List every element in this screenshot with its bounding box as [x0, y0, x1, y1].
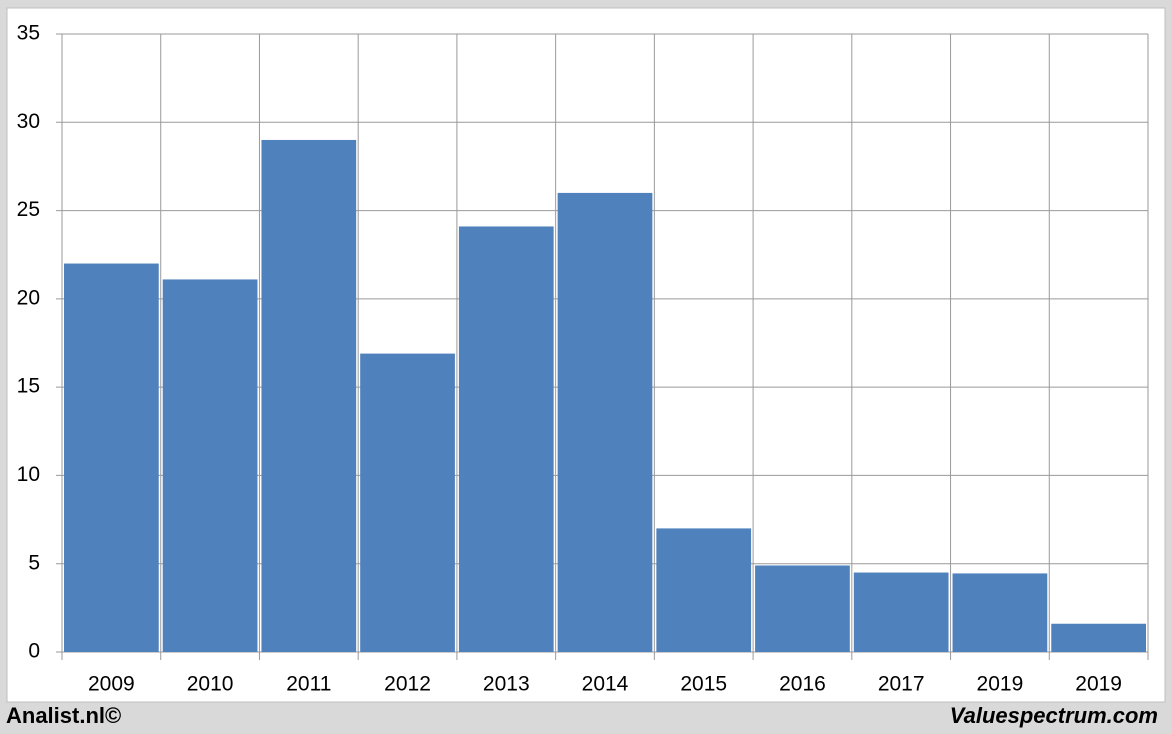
bar	[557, 192, 653, 652]
y-tick-label: 10	[17, 463, 40, 486]
x-tick-label: 2009	[88, 673, 135, 696]
bar	[458, 226, 554, 652]
bar	[162, 279, 258, 652]
x-tick-label: 2015	[680, 673, 727, 696]
x-tick-label: 2017	[878, 673, 925, 696]
y-tick-label: 35	[17, 22, 40, 45]
x-tick-label: 2012	[384, 673, 431, 696]
y-tick-label: 25	[17, 198, 40, 221]
bar	[952, 573, 1048, 652]
bar	[853, 572, 949, 652]
x-tick-label: 2019	[1075, 673, 1122, 696]
bar	[261, 139, 357, 652]
y-tick-label: 30	[17, 110, 40, 133]
y-tick-label: 5	[28, 551, 40, 574]
x-tick-label: 2013	[483, 673, 530, 696]
bar	[360, 353, 455, 652]
y-tick-label: 0	[28, 640, 40, 663]
x-tick-label: 2019	[977, 673, 1024, 696]
y-tick-label: 15	[17, 375, 40, 398]
x-tick-label: 2014	[582, 673, 629, 696]
bar	[64, 263, 159, 652]
x-tick-label: 2010	[187, 673, 234, 696]
x-tick-label: 2016	[779, 673, 826, 696]
bar	[1051, 623, 1146, 652]
bar	[755, 565, 850, 652]
footer-left: Analist.nl©	[6, 703, 121, 728]
x-tick-label: 2011	[286, 673, 331, 696]
bar	[656, 528, 752, 652]
y-tick-label: 20	[17, 286, 40, 309]
footer-right: Valuespectrum.com	[950, 703, 1158, 728]
